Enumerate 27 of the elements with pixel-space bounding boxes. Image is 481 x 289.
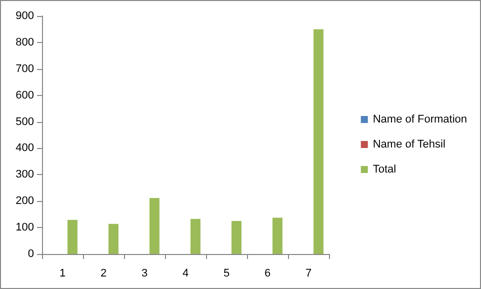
bar (67, 220, 78, 254)
y-tick-label: 100 (16, 222, 34, 234)
bar (313, 29, 324, 254)
x-tick-label: 6 (264, 268, 271, 280)
x-tick-label: 5 (223, 268, 230, 280)
x-tick-label: 1 (59, 268, 66, 280)
y-tick-label: 400 (16, 142, 34, 154)
bar (149, 198, 160, 254)
x-tick-label: 4 (182, 268, 189, 280)
y-tick-label: 700 (16, 62, 34, 75)
x-tick-label: 2 (100, 268, 107, 280)
bar (231, 220, 242, 254)
y-tick-label: 600 (16, 89, 34, 102)
y-tick-label: 300 (16, 168, 34, 181)
bar (190, 218, 200, 254)
legend-label: Name of Formation (372, 114, 468, 126)
y-tick-label: 500 (16, 116, 34, 128)
x-tick-label: 3 (141, 268, 148, 280)
legend-label: Name of Tehsil (372, 138, 446, 150)
bar (272, 218, 282, 254)
legend-label: Total (372, 164, 396, 176)
x-tick-label: 7 (305, 268, 312, 280)
y-tick-label: 200 (16, 195, 34, 208)
bar (108, 224, 118, 254)
y-tick-label: 800 (16, 36, 34, 48)
y-tick-label: 900 (16, 10, 34, 22)
y-tick-label: 0 (28, 248, 34, 260)
